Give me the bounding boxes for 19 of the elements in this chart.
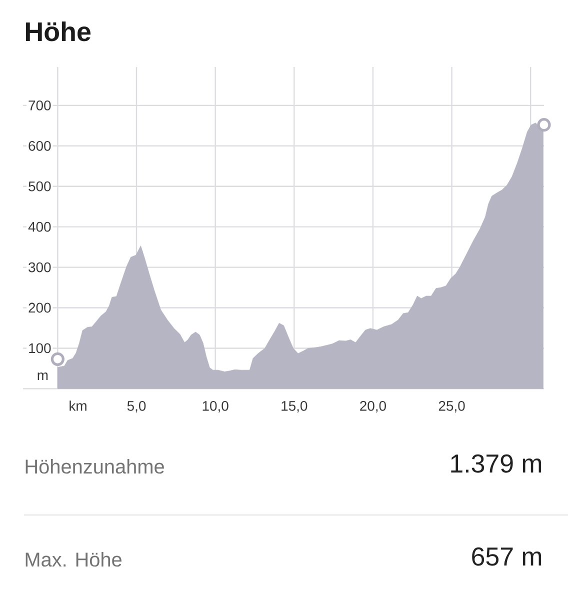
x-tick-label: 25,0 [438, 400, 465, 412]
y-axis-title: m [38, 372, 48, 380]
y-tick-label: 100 [29, 343, 51, 354]
x-tick-label: 5,0 [127, 400, 146, 412]
text: Max. Höhe [26, 552, 122, 567]
text: 1.379 m [451, 454, 542, 473]
x-tick-label: 15,0 [282, 400, 308, 412]
y-tick-label: 600 [28, 140, 51, 151]
text: 657 m [472, 547, 542, 566]
text: Höhenzunahme [26, 459, 164, 474]
chart-title: Höhe [26, 21, 91, 42]
x-axis-title: km [70, 400, 86, 411]
y-tick-label: 700 [28, 100, 51, 110]
y-tick-label: 200 [28, 302, 51, 313]
y-tick-label: 400 [28, 222, 51, 232]
x-tick-label: 10,0 [202, 400, 228, 412]
y-tick-label: 500 [28, 181, 51, 192]
y-tick-label: 300 [28, 262, 51, 272]
x-tick-label: 20,0 [360, 400, 386, 412]
